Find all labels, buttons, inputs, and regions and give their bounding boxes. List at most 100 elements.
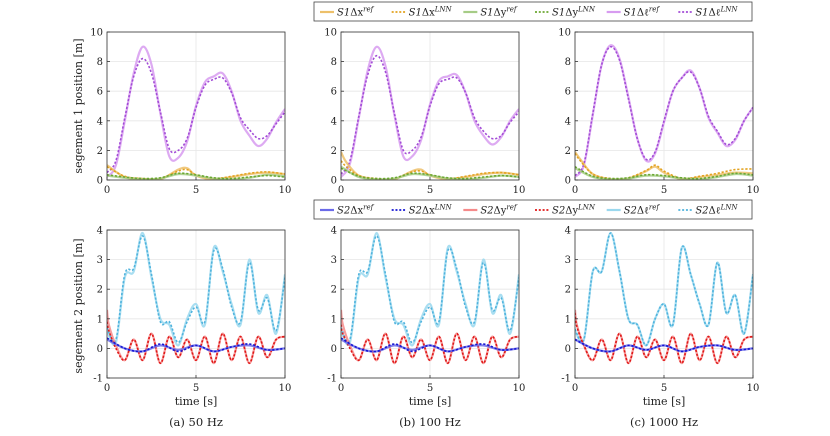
legend-label: S2ΔxLNN [409, 204, 453, 217]
xlabel-a: time [s] [175, 395, 218, 408]
legend-label: S1ΔxLNN [409, 6, 453, 19]
legend-segment-2: S2Δxref S2ΔxLNN S2Δyref S2ΔyLNN S2Δℓref S2ΔℓL… [313, 199, 753, 220]
series-line-S1Δy^LNN [341, 167, 519, 180]
series-group [575, 231, 753, 365]
xlabel-c: time [s] [643, 395, 686, 408]
caption-a: (a) 50 Hz [169, 415, 223, 429]
legend-label: S1ΔℓLNN [695, 6, 738, 19]
legend-label: S2ΔℓLNN [695, 204, 738, 217]
series-line-S1Δℓ^LNN [341, 54, 519, 175]
y-tick-label: 4 [331, 226, 337, 237]
legend-label: S1Δxref [337, 6, 375, 19]
y-tick-label: 4 [565, 116, 571, 127]
series-line-S2Δx^LNN [107, 337, 285, 353]
series-group [341, 231, 519, 365]
caption-c: (c) 1000 Hz [630, 415, 698, 429]
ylabel-segment-2: segement 2 position [m] [72, 238, 85, 373]
xlabel-b: time [s] [409, 395, 452, 408]
y-tick-label: 10 [90, 28, 103, 39]
y-tick-label: 6 [97, 87, 103, 98]
x-tick-label: 10 [513, 185, 526, 196]
y-tick-label: 2 [331, 146, 337, 157]
y-tick-label: 1 [97, 314, 103, 325]
x-tick-label: 10 [279, 383, 292, 394]
series-line-S1Δℓ^LNN [107, 57, 285, 174]
series-line-S2Δx^LNN [575, 338, 753, 353]
series-line-S1Δy^LNN [107, 172, 285, 180]
y-tick-label: 4 [331, 116, 337, 127]
y-tick-label: 8 [97, 57, 103, 68]
y-tick-label: 3 [565, 255, 571, 266]
panel-2: 0 5 10 0 2 4 6 8 10 [324, 28, 525, 197]
x-tick-label: 0 [338, 383, 344, 394]
x-tick-label: 5 [661, 185, 667, 196]
y-tick-label: 2 [97, 285, 103, 296]
x-tick-label: 5 [427, 185, 433, 196]
series-line-S1Δy^LNN [575, 165, 753, 180]
series-group [107, 45, 285, 180]
x-tick-label: 5 [661, 383, 667, 394]
x-tick-label: 0 [104, 185, 110, 196]
series-line-S2Δy^LNN [575, 312, 753, 365]
y-tick-label: 0 [565, 344, 571, 355]
series-line-S2Δx^LNN [341, 337, 519, 353]
y-tick-label: 0 [97, 344, 103, 355]
series-line-S1Δx^ref [575, 151, 753, 180]
y-tick-label: 1 [331, 314, 337, 325]
y-tick-label: 3 [97, 255, 103, 266]
x-tick-label: 10 [513, 383, 526, 394]
x-tick-label: 10 [747, 383, 760, 394]
x-tick-label: 0 [104, 383, 110, 394]
y-tick-label: 10 [324, 28, 337, 39]
x-tick-label: 5 [193, 185, 199, 196]
series-line-S2Δy^LNN [107, 321, 285, 365]
y-tick-label: -1 [93, 374, 103, 385]
x-tick-label: 5 [193, 383, 199, 394]
y-tick-label: 0 [565, 176, 571, 187]
series-line-S1Δx^ref [341, 151, 519, 180]
y-tick-label: 2 [331, 285, 337, 296]
legend-label: S2Δxref [337, 204, 375, 217]
legend-label: S1Δℓref [624, 6, 661, 19]
caption-b: (b) 100 Hz [399, 415, 461, 429]
series-line-S1Δℓ^LNN [575, 45, 753, 177]
series-line-S1Δy^ref [341, 165, 519, 180]
x-tick-label: 0 [572, 383, 578, 394]
y-tick-label: 1 [565, 314, 571, 325]
y-tick-label: 2 [565, 285, 571, 296]
series-line-S2Δℓ^LNN [341, 235, 519, 344]
series-line-S1Δx^LNN [575, 152, 753, 180]
legend-label: S1Δyref [480, 6, 518, 19]
y-tick-label: -1 [561, 374, 571, 385]
legend-label: S2Δyref [480, 204, 518, 217]
y-tick-label: 6 [331, 87, 337, 98]
y-tick-label: 8 [565, 57, 571, 68]
y-tick-label: -1 [327, 374, 337, 385]
legend-box [313, 1, 753, 22]
y-tick-label: 0 [331, 176, 337, 187]
x-tick-label: 0 [572, 185, 578, 196]
x-tick-label: 10 [279, 185, 292, 196]
series-line-S2Δℓ^LNN [575, 232, 753, 347]
series-line-S2Δℓ^LNN [107, 235, 285, 344]
y-tick-label: 4 [565, 226, 571, 237]
series-group [341, 45, 519, 180]
y-tick-label: 0 [331, 344, 337, 355]
y-tick-label: 2 [565, 146, 571, 157]
y-tick-label: 4 [97, 116, 103, 127]
x-tick-label: 10 [747, 185, 760, 196]
y-tick-label: 0 [97, 176, 103, 187]
x-tick-label: 5 [427, 383, 433, 394]
y-tick-label: 2 [97, 146, 103, 157]
legend-box [313, 199, 753, 220]
panel-3: 0 5 10 0 2 4 6 8 10 [558, 28, 759, 197]
y-tick-label: 8 [331, 57, 337, 68]
series-group [107, 231, 285, 365]
legend-label: S2ΔyLNN [552, 204, 596, 217]
y-tick-label: 6 [565, 87, 571, 98]
